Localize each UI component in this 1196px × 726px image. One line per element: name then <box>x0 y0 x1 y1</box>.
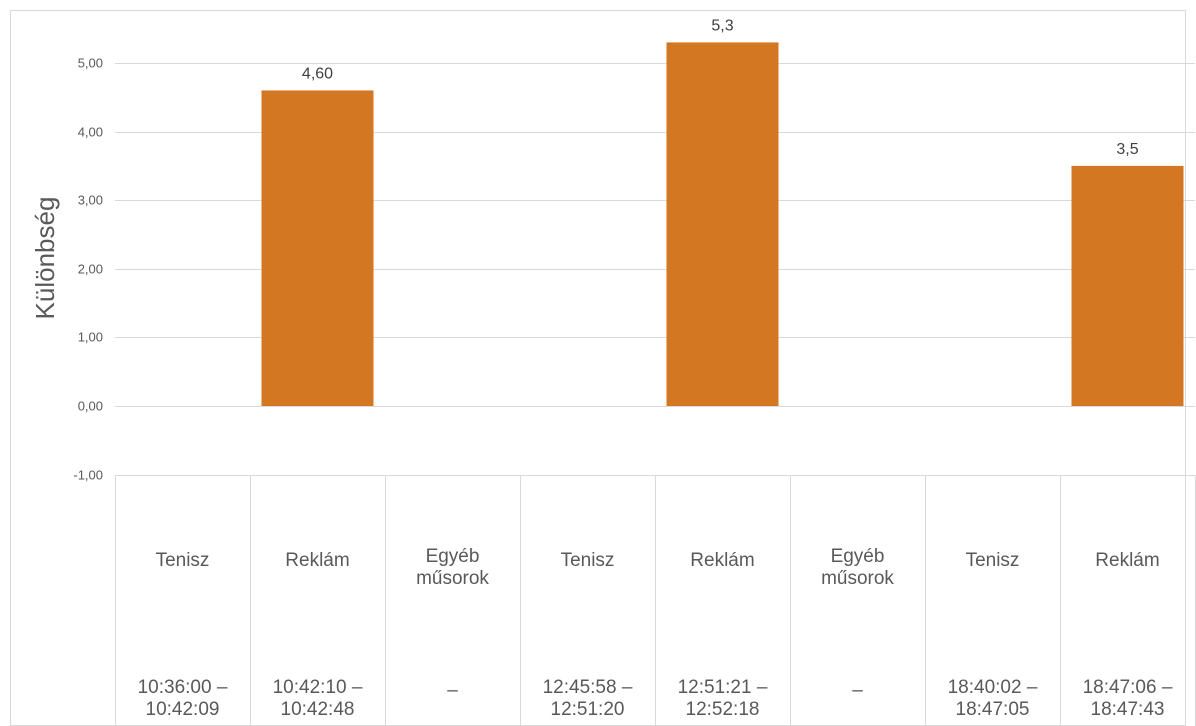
y-tick-label: -1,00 <box>73 468 103 483</box>
y-tick-label: 3,00 <box>78 193 103 208</box>
category-time-label: – <box>447 680 458 701</box>
category-label: Tenisz <box>156 550 210 571</box>
category-time-label: 10:36:00 –10:42:09 <box>138 677 228 720</box>
data-label: 3,5 <box>1116 141 1138 158</box>
category-time-label: 12:51:21 –12:52:18 <box>678 677 768 720</box>
category-label: Reklám <box>1095 550 1159 571</box>
y-tick-label: 1,00 <box>78 330 103 345</box>
y-tick-label: 2,00 <box>78 262 103 277</box>
category-time-label: 18:47:06 –18:47:43 <box>1083 677 1173 720</box>
category-label: Tenisz <box>561 550 615 571</box>
y-tick-label: 0,00 <box>78 399 103 414</box>
category-time-label: 10:42:10 –10:42:48 <box>273 677 363 720</box>
category-label: Egyéb műsorok <box>416 546 489 589</box>
y-tick-label: 5,00 <box>78 56 103 71</box>
category-label: Reklám <box>690 550 754 571</box>
y-tick-label: 4,00 <box>78 125 103 140</box>
category-table: Tenisz 10:36:00 –10:42:09 Reklám 10:42:10 –… <box>115 475 1196 726</box>
bar <box>666 42 779 407</box>
category-label: Egyéb műsorok <box>821 546 894 589</box>
category-time-label: 12:45:58 –12:51:20 <box>543 677 633 720</box>
y-axis-label: Különbség <box>30 197 60 320</box>
category-label: Tenisz <box>966 550 1020 571</box>
category-time-label: 18:40:02 –18:47:05 <box>948 677 1038 720</box>
bar <box>1071 165 1184 406</box>
bar <box>261 90 374 406</box>
category-time-label: – <box>852 680 863 701</box>
y-axis-ticks: -1,00 0,00 1,00 2,00 3,00 4,00 5,00 <box>73 56 103 483</box>
category-label: Reklám <box>285 550 349 571</box>
data-labels: 4,60 5,3 3,5 <box>302 17 1139 157</box>
data-label: 4,60 <box>302 65 333 82</box>
data-label: 5,3 <box>711 17 733 34</box>
bars <box>261 42 1184 407</box>
